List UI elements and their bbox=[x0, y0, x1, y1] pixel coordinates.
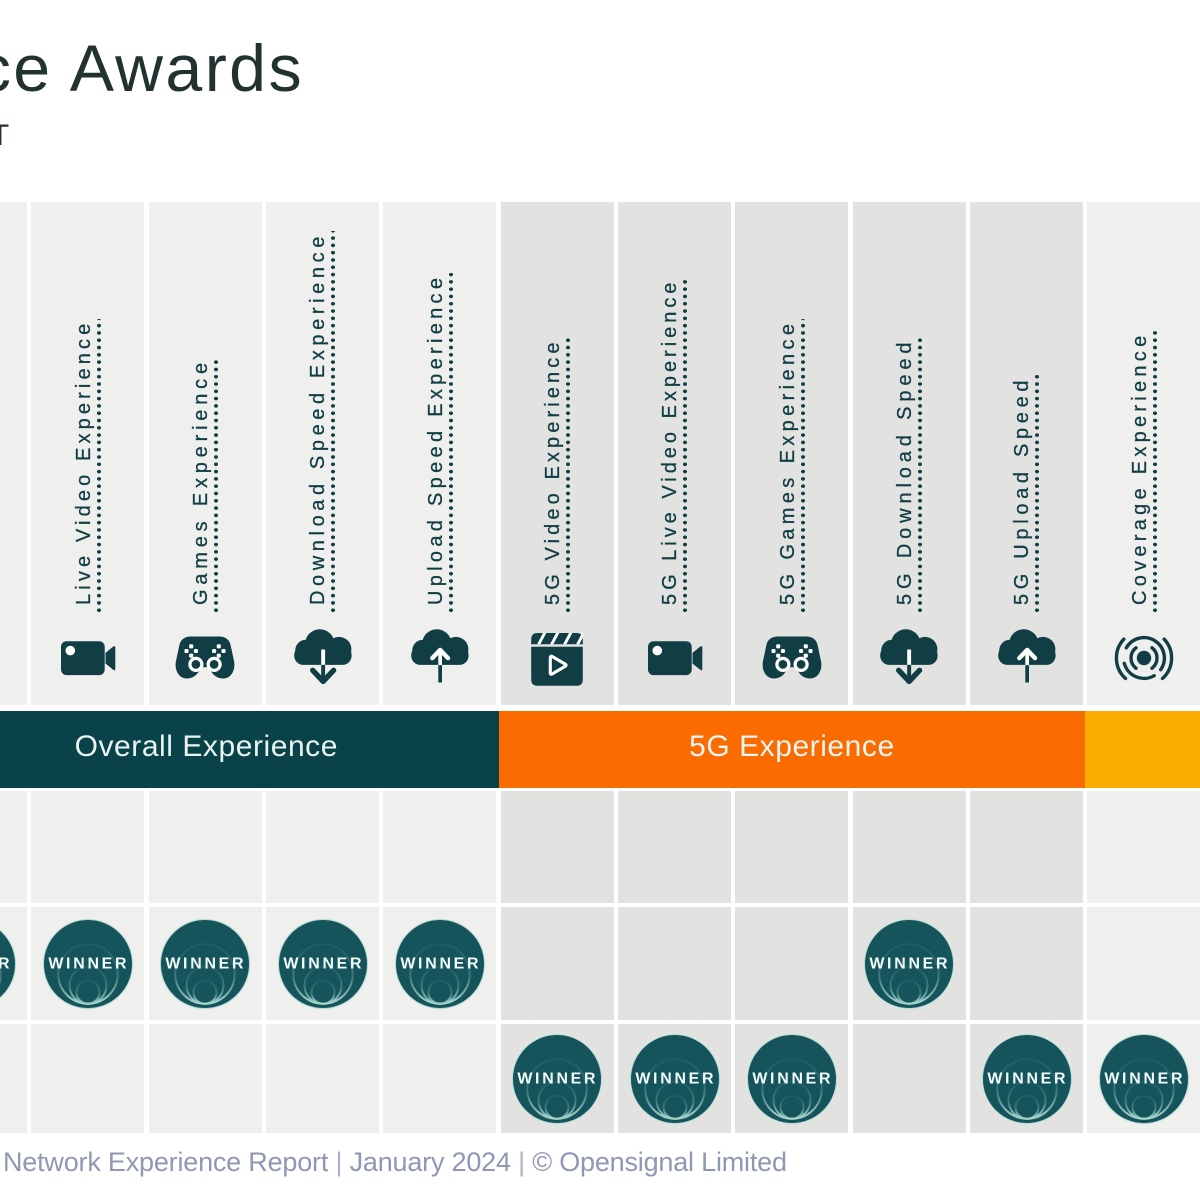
svg-text:WINNER: WINNER bbox=[635, 1070, 716, 1087]
svg-text:WINNER: WINNER bbox=[518, 1070, 599, 1087]
svg-text:WINNER: WINNER bbox=[870, 955, 951, 972]
svg-text:WINNER: WINNER bbox=[166, 955, 247, 972]
svg-text:WINNER: WINNER bbox=[752, 1070, 833, 1087]
svg-text:WINNER: WINNER bbox=[1104, 1070, 1185, 1087]
svg-text:WINNER: WINNER bbox=[48, 955, 129, 972]
svg-text:WINNER: WINNER bbox=[400, 955, 481, 972]
svg-text:WINNER: WINNER bbox=[987, 1070, 1068, 1087]
svg-text:WINNER: WINNER bbox=[283, 955, 364, 972]
svg-text:WINNER: WINNER bbox=[0, 955, 12, 972]
